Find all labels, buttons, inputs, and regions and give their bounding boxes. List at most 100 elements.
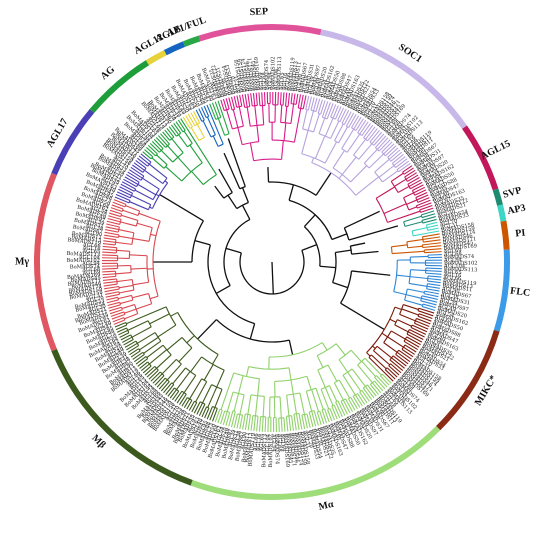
branch xyxy=(303,110,307,129)
backbone-branch xyxy=(316,173,331,196)
branch xyxy=(104,286,119,288)
branch xyxy=(139,213,153,218)
branch xyxy=(226,98,229,109)
branch xyxy=(428,276,441,277)
branch xyxy=(215,389,222,407)
branch xyxy=(250,143,253,161)
branch xyxy=(188,114,195,126)
branch xyxy=(257,125,259,141)
branch xyxy=(422,243,441,245)
backbone-branch xyxy=(268,167,269,182)
branch xyxy=(238,127,242,144)
branch xyxy=(302,130,308,153)
branch xyxy=(157,378,165,387)
branch xyxy=(318,370,325,388)
branch xyxy=(159,380,167,389)
branch xyxy=(315,136,324,159)
branch xyxy=(134,354,144,361)
branch xyxy=(167,337,182,350)
branch xyxy=(424,249,441,250)
clade-ring-agl12 xyxy=(146,50,167,65)
branch xyxy=(196,110,202,121)
branch-arc xyxy=(367,307,395,353)
branch xyxy=(304,414,307,428)
backbone-branch xyxy=(215,186,224,198)
branch-arc xyxy=(376,198,387,222)
branch-arc xyxy=(199,137,204,140)
branch xyxy=(170,390,176,399)
backbone-branch xyxy=(344,211,379,228)
branch xyxy=(404,193,414,198)
branch xyxy=(104,238,116,240)
branch xyxy=(263,106,264,125)
clade-label-ag: AG xyxy=(99,64,118,82)
branch xyxy=(178,120,185,130)
branch xyxy=(427,225,438,227)
branch xyxy=(133,352,143,359)
branch xyxy=(116,273,131,274)
branch xyxy=(417,203,431,208)
branch xyxy=(373,351,389,365)
branch-arc xyxy=(178,312,219,354)
branch xyxy=(105,230,118,233)
branch xyxy=(406,295,421,299)
branch xyxy=(169,127,176,137)
branch xyxy=(171,312,178,316)
branch xyxy=(125,341,136,347)
branch xyxy=(262,92,263,105)
branch xyxy=(204,365,213,381)
clade-label-flc: FLC xyxy=(510,286,531,299)
branch xyxy=(120,300,133,303)
clade-ring-mg xyxy=(34,173,57,351)
branch xyxy=(406,173,417,180)
branch xyxy=(255,106,257,126)
backbone-branch xyxy=(333,283,348,288)
branch xyxy=(286,416,287,431)
branch xyxy=(327,103,333,119)
branch xyxy=(283,92,284,105)
branch-arc xyxy=(153,221,160,296)
branch-arc xyxy=(394,260,398,291)
branch xyxy=(424,252,441,253)
branch xyxy=(138,359,148,367)
branch xyxy=(410,256,428,257)
branch xyxy=(319,118,325,134)
branch xyxy=(426,271,442,272)
branch xyxy=(191,113,197,125)
branch xyxy=(179,135,188,147)
backbone-branch xyxy=(198,320,217,339)
clade-ap3-branches xyxy=(412,222,439,236)
branch xyxy=(411,270,426,271)
branch xyxy=(288,93,289,107)
branch xyxy=(394,179,406,186)
branch xyxy=(115,197,129,203)
branch xyxy=(103,246,117,247)
branch xyxy=(150,314,170,324)
branch xyxy=(356,190,362,195)
branch xyxy=(351,166,367,182)
branch xyxy=(259,93,260,106)
branch-arc xyxy=(391,247,392,254)
branch xyxy=(122,305,135,309)
branch xyxy=(358,365,373,383)
branch xyxy=(123,210,138,215)
branch xyxy=(117,250,130,251)
clade-ring-sep xyxy=(198,24,321,41)
branch xyxy=(196,142,208,160)
branch xyxy=(294,124,297,142)
branch xyxy=(301,95,304,108)
branch xyxy=(413,234,425,236)
branch xyxy=(212,103,218,119)
branch xyxy=(103,276,116,277)
branch xyxy=(362,361,376,376)
branch xyxy=(137,223,152,227)
branch xyxy=(423,246,442,248)
branch xyxy=(104,284,118,286)
branch xyxy=(213,354,219,364)
branch xyxy=(194,111,200,123)
clade-pi-branches xyxy=(391,234,441,254)
branch xyxy=(372,346,375,348)
branch xyxy=(280,397,281,418)
branch xyxy=(259,417,260,432)
branch xyxy=(333,106,338,119)
